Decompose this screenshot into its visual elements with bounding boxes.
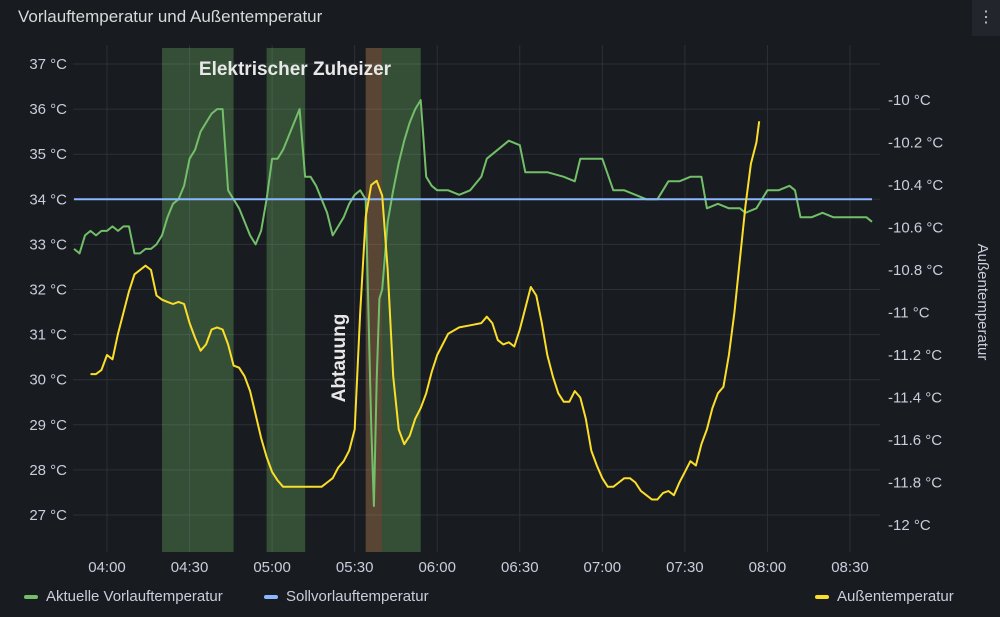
x-tick-label: 04:30 xyxy=(171,559,209,576)
y-left-tick-label: 32 °C xyxy=(29,282,67,299)
y-left-tick-label: 29 °C xyxy=(29,417,67,434)
y-left-tick-label: 33 °C xyxy=(29,236,67,253)
y-right-tick-label: -11.6 °C xyxy=(888,432,942,449)
y-right-tick-label: -10.8 °C xyxy=(888,262,943,279)
legend-item-soll[interactable]: Sollvorlauftemperatur xyxy=(264,588,429,605)
x-tick-label: 08:00 xyxy=(749,559,787,576)
annotation-region xyxy=(365,48,383,552)
y-right-axis-label: Außentemperatur xyxy=(974,244,991,361)
x-tick-label: 05:30 xyxy=(336,559,374,576)
legend-swatch-aussen xyxy=(815,594,829,599)
y-right-tick-label: -11.4 °C xyxy=(888,390,942,407)
x-tick-label: 08:30 xyxy=(831,559,869,576)
y-left-tick-label: 35 °C xyxy=(29,146,67,163)
series-line-aussen xyxy=(90,121,761,501)
legend-swatch-vorlauf xyxy=(24,594,38,599)
panel-title: Vorlauftemperatur und Außentemperatur xyxy=(18,7,323,26)
y-right-tick-label: -10.6 °C xyxy=(888,220,943,237)
annotation-label-abtauung: Abtauung xyxy=(329,314,350,403)
y-right-tick-label: -10.4 °C xyxy=(888,177,943,194)
x-tick-label: 05:00 xyxy=(253,559,291,576)
y-left-tick-label: 30 °C xyxy=(29,372,67,389)
annotation-region xyxy=(266,48,306,552)
legend-label-aussen: Außentemperatur xyxy=(837,588,954,605)
y-left-tick-label: 31 °C xyxy=(29,327,67,344)
y-right-tick-label: -11.2 °C xyxy=(888,347,942,364)
y-right-tick-label: -12 °C xyxy=(888,517,931,534)
y-left-tick-label: 34 °C xyxy=(29,191,67,208)
panel-menu-icon[interactable]: ⋮ xyxy=(972,0,1000,36)
annotation-region xyxy=(382,48,421,552)
y-left-tick-label: 36 °C xyxy=(29,101,67,118)
y-right-tick-label: -11.8 °C xyxy=(888,475,942,492)
annotation-label-zuheizer: Elektrischer Zuheizer xyxy=(199,59,392,80)
y-right-tick-label: -10.2 °C xyxy=(888,135,943,152)
annotation-region xyxy=(162,48,234,552)
y-right-tick-label: -10 °C xyxy=(888,92,931,109)
legend-item-vorlauf[interactable]: Aktuelle Vorlauftemperatur xyxy=(24,588,223,605)
x-tick-label: 06:30 xyxy=(501,559,539,576)
x-tick-label: 04:00 xyxy=(88,559,126,576)
y-right-tick-label: -11 °C xyxy=(888,305,930,322)
legend-label-soll: Sollvorlauftemperatur xyxy=(286,588,429,605)
legend-item-aussen[interactable]: Außentemperatur xyxy=(815,588,954,605)
y-left-tick-label: 28 °C xyxy=(29,462,67,479)
y-left-tick-label: 37 °C xyxy=(29,56,67,73)
y-left-tick-label: 27 °C xyxy=(29,507,67,524)
series-line-vorlauf xyxy=(73,99,873,507)
x-tick-label: 07:30 xyxy=(666,559,704,576)
legend-swatch-soll xyxy=(264,594,278,599)
legend-label-vorlauf: Aktuelle Vorlauftemperatur xyxy=(46,588,223,605)
x-tick-label: 06:00 xyxy=(418,559,456,576)
x-tick-label: 07:00 xyxy=(584,559,622,576)
